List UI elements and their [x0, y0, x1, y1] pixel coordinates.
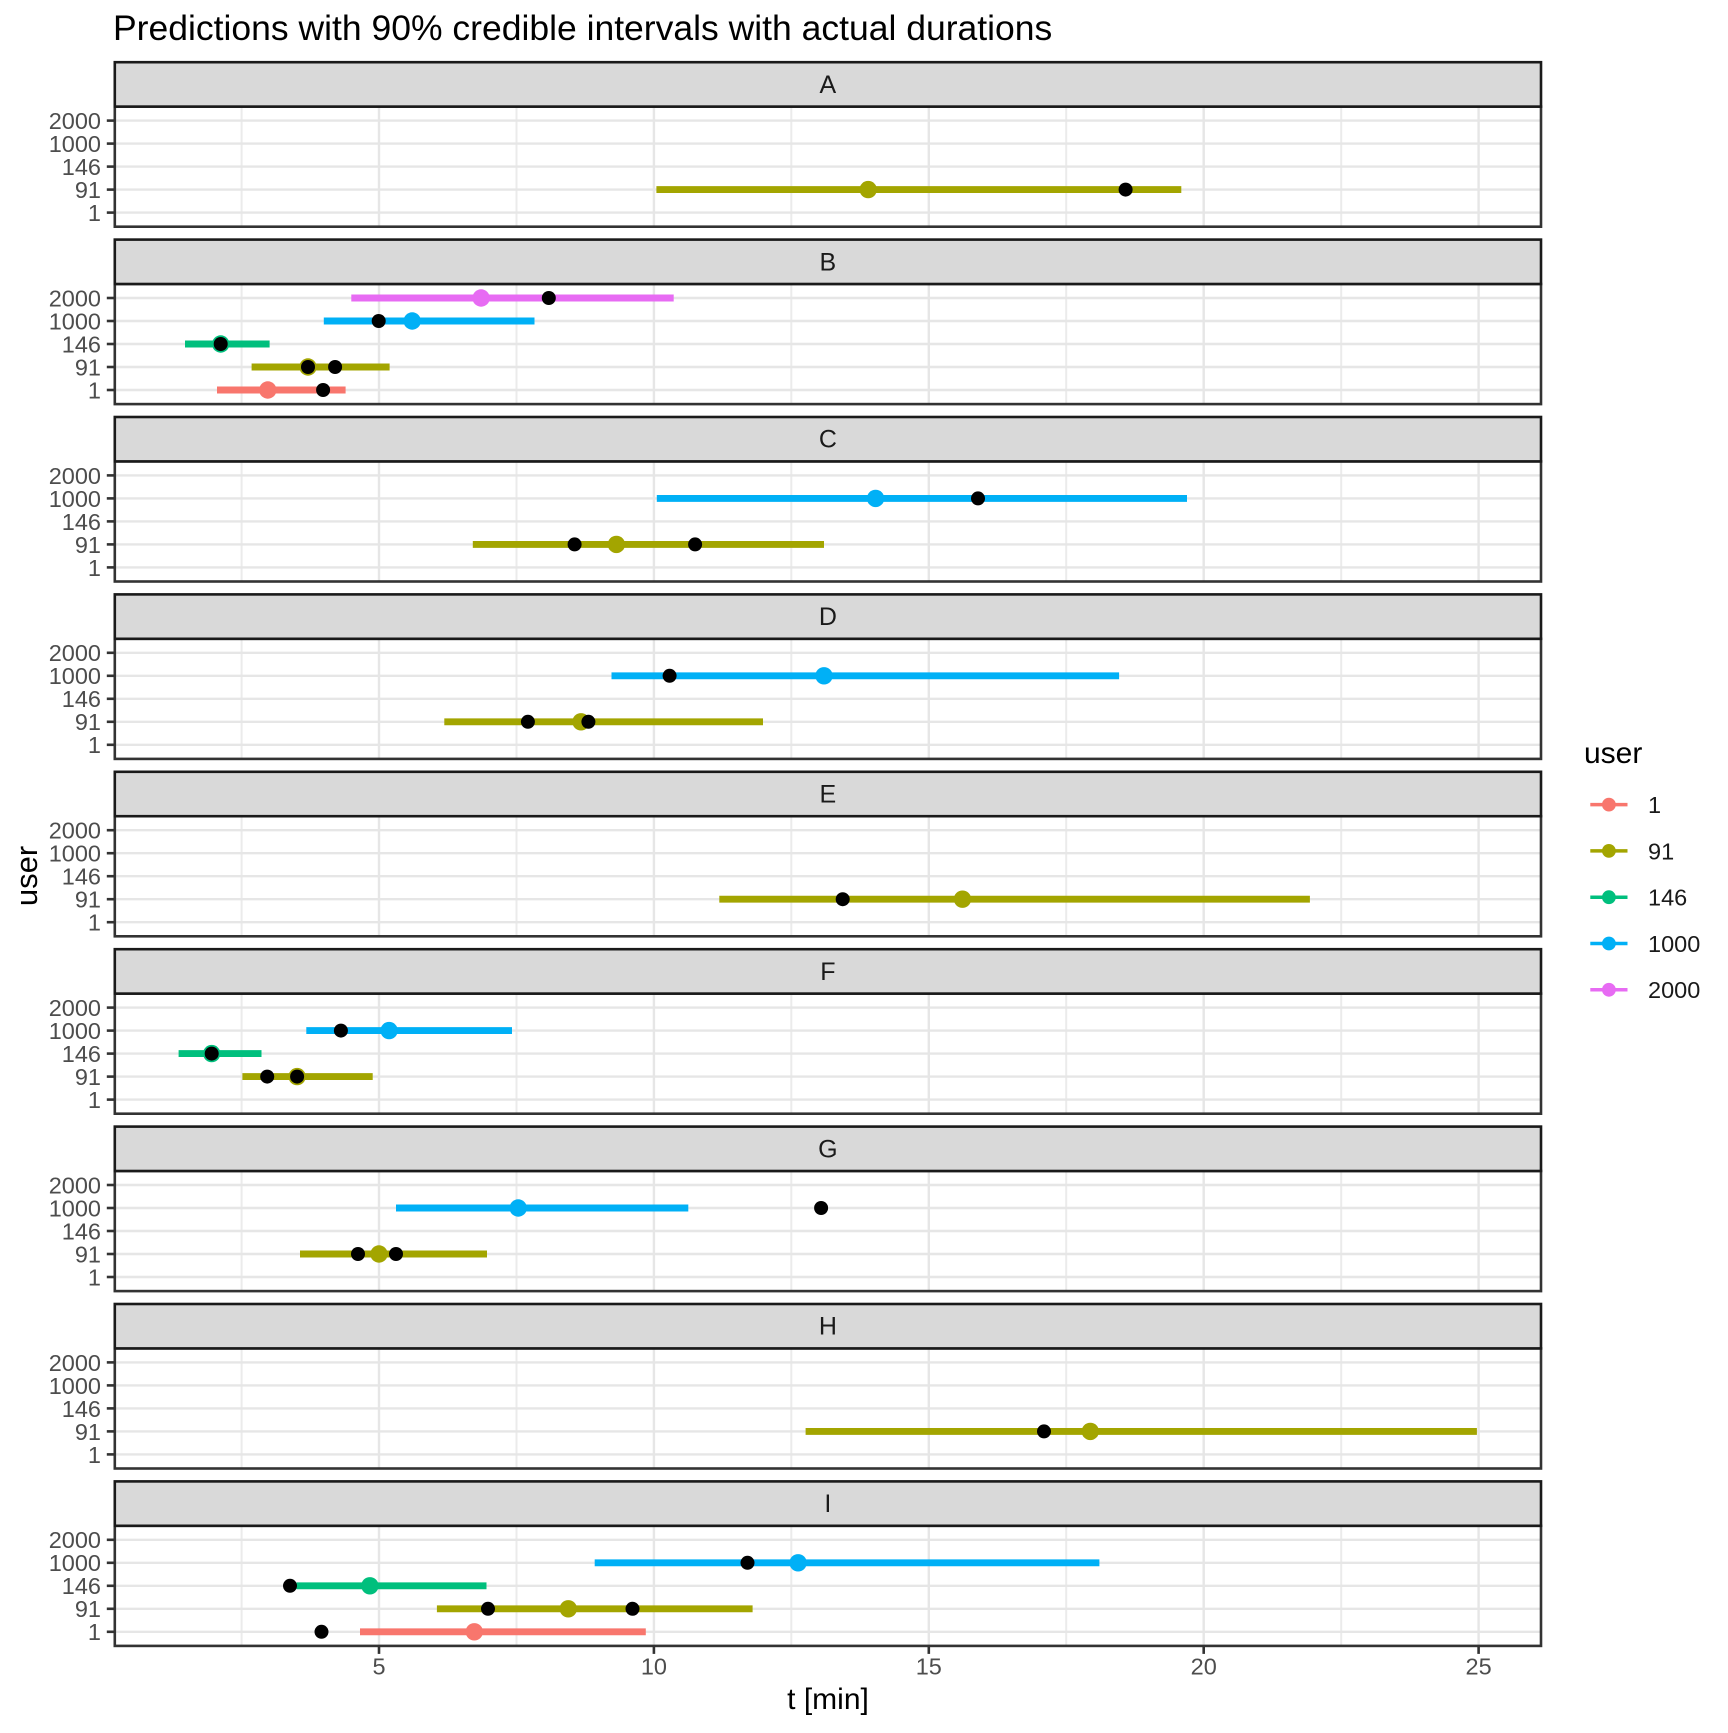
svg-text:146: 146	[62, 686, 101, 712]
svg-text:146: 146	[62, 509, 101, 535]
svg-text:91: 91	[75, 177, 101, 203]
svg-text:user: user	[1584, 737, 1642, 770]
svg-text:1: 1	[88, 1087, 101, 1113]
svg-text:A: A	[820, 71, 837, 99]
svg-text:146: 146	[62, 864, 101, 890]
svg-text:2000: 2000	[49, 1172, 101, 1198]
svg-text:2000: 2000	[49, 640, 101, 666]
svg-text:15: 15	[916, 1653, 942, 1679]
svg-text:91: 91	[75, 709, 101, 735]
svg-text:10: 10	[641, 1653, 667, 1679]
svg-text:91: 91	[75, 1596, 101, 1622]
svg-text:91: 91	[75, 1064, 101, 1090]
svg-text:1000: 1000	[49, 663, 101, 689]
svg-text:1: 1	[88, 200, 101, 226]
svg-text:91: 91	[75, 1241, 101, 1267]
svg-text:1: 1	[88, 910, 101, 936]
svg-text:146: 146	[62, 331, 101, 357]
svg-text:2000: 2000	[49, 1350, 101, 1376]
svg-text:91: 91	[75, 1419, 101, 1445]
svg-text:146: 146	[62, 1218, 101, 1244]
svg-text:1000: 1000	[49, 1018, 101, 1044]
svg-text:F: F	[820, 958, 835, 986]
svg-text:1: 1	[88, 377, 101, 403]
svg-text:91: 91	[75, 354, 101, 380]
svg-text:146: 146	[62, 1396, 101, 1422]
svg-text:I: I	[824, 1490, 831, 1518]
svg-text:E: E	[820, 781, 837, 809]
svg-text:2000: 2000	[49, 1527, 101, 1553]
svg-text:2000: 2000	[1648, 977, 1700, 1003]
svg-text:25: 25	[1466, 1653, 1492, 1679]
svg-text:91: 91	[1648, 838, 1674, 864]
svg-text:1000: 1000	[49, 1550, 101, 1576]
svg-text:5: 5	[372, 1653, 385, 1679]
svg-text:H: H	[819, 1313, 837, 1341]
svg-text:C: C	[819, 426, 837, 454]
svg-text:t [min]: t [min]	[787, 1683, 869, 1716]
svg-text:20: 20	[1191, 1653, 1217, 1679]
svg-text:1: 1	[88, 732, 101, 758]
svg-text:1: 1	[88, 555, 101, 581]
svg-text:91: 91	[75, 532, 101, 558]
svg-text:1000: 1000	[49, 841, 101, 867]
svg-text:G: G	[818, 1135, 837, 1163]
svg-text:1: 1	[88, 1442, 101, 1468]
svg-text:1000: 1000	[49, 486, 101, 512]
svg-text:B: B	[820, 248, 837, 276]
svg-text:D: D	[819, 603, 837, 631]
svg-text:1000: 1000	[49, 308, 101, 334]
svg-text:146: 146	[62, 154, 101, 180]
svg-text:91: 91	[75, 887, 101, 913]
svg-text:2000: 2000	[49, 285, 101, 311]
svg-text:1000: 1000	[49, 1373, 101, 1399]
svg-text:user: user	[9, 846, 44, 906]
svg-text:146: 146	[62, 1573, 101, 1599]
svg-text:146: 146	[1648, 885, 1687, 911]
svg-text:Predictions with 90% credible: Predictions with 90% credible intervals …	[113, 8, 1052, 48]
svg-text:2000: 2000	[49, 818, 101, 844]
svg-text:1000: 1000	[1648, 931, 1700, 957]
svg-text:1000: 1000	[49, 1195, 101, 1221]
svg-text:1: 1	[88, 1264, 101, 1290]
svg-text:1: 1	[88, 1619, 101, 1645]
svg-text:2000: 2000	[49, 463, 101, 489]
svg-text:1000: 1000	[49, 131, 101, 157]
svg-text:2000: 2000	[49, 995, 101, 1021]
svg-text:2000: 2000	[49, 108, 101, 134]
svg-text:1: 1	[1648, 792, 1661, 818]
svg-text:146: 146	[62, 1041, 101, 1067]
